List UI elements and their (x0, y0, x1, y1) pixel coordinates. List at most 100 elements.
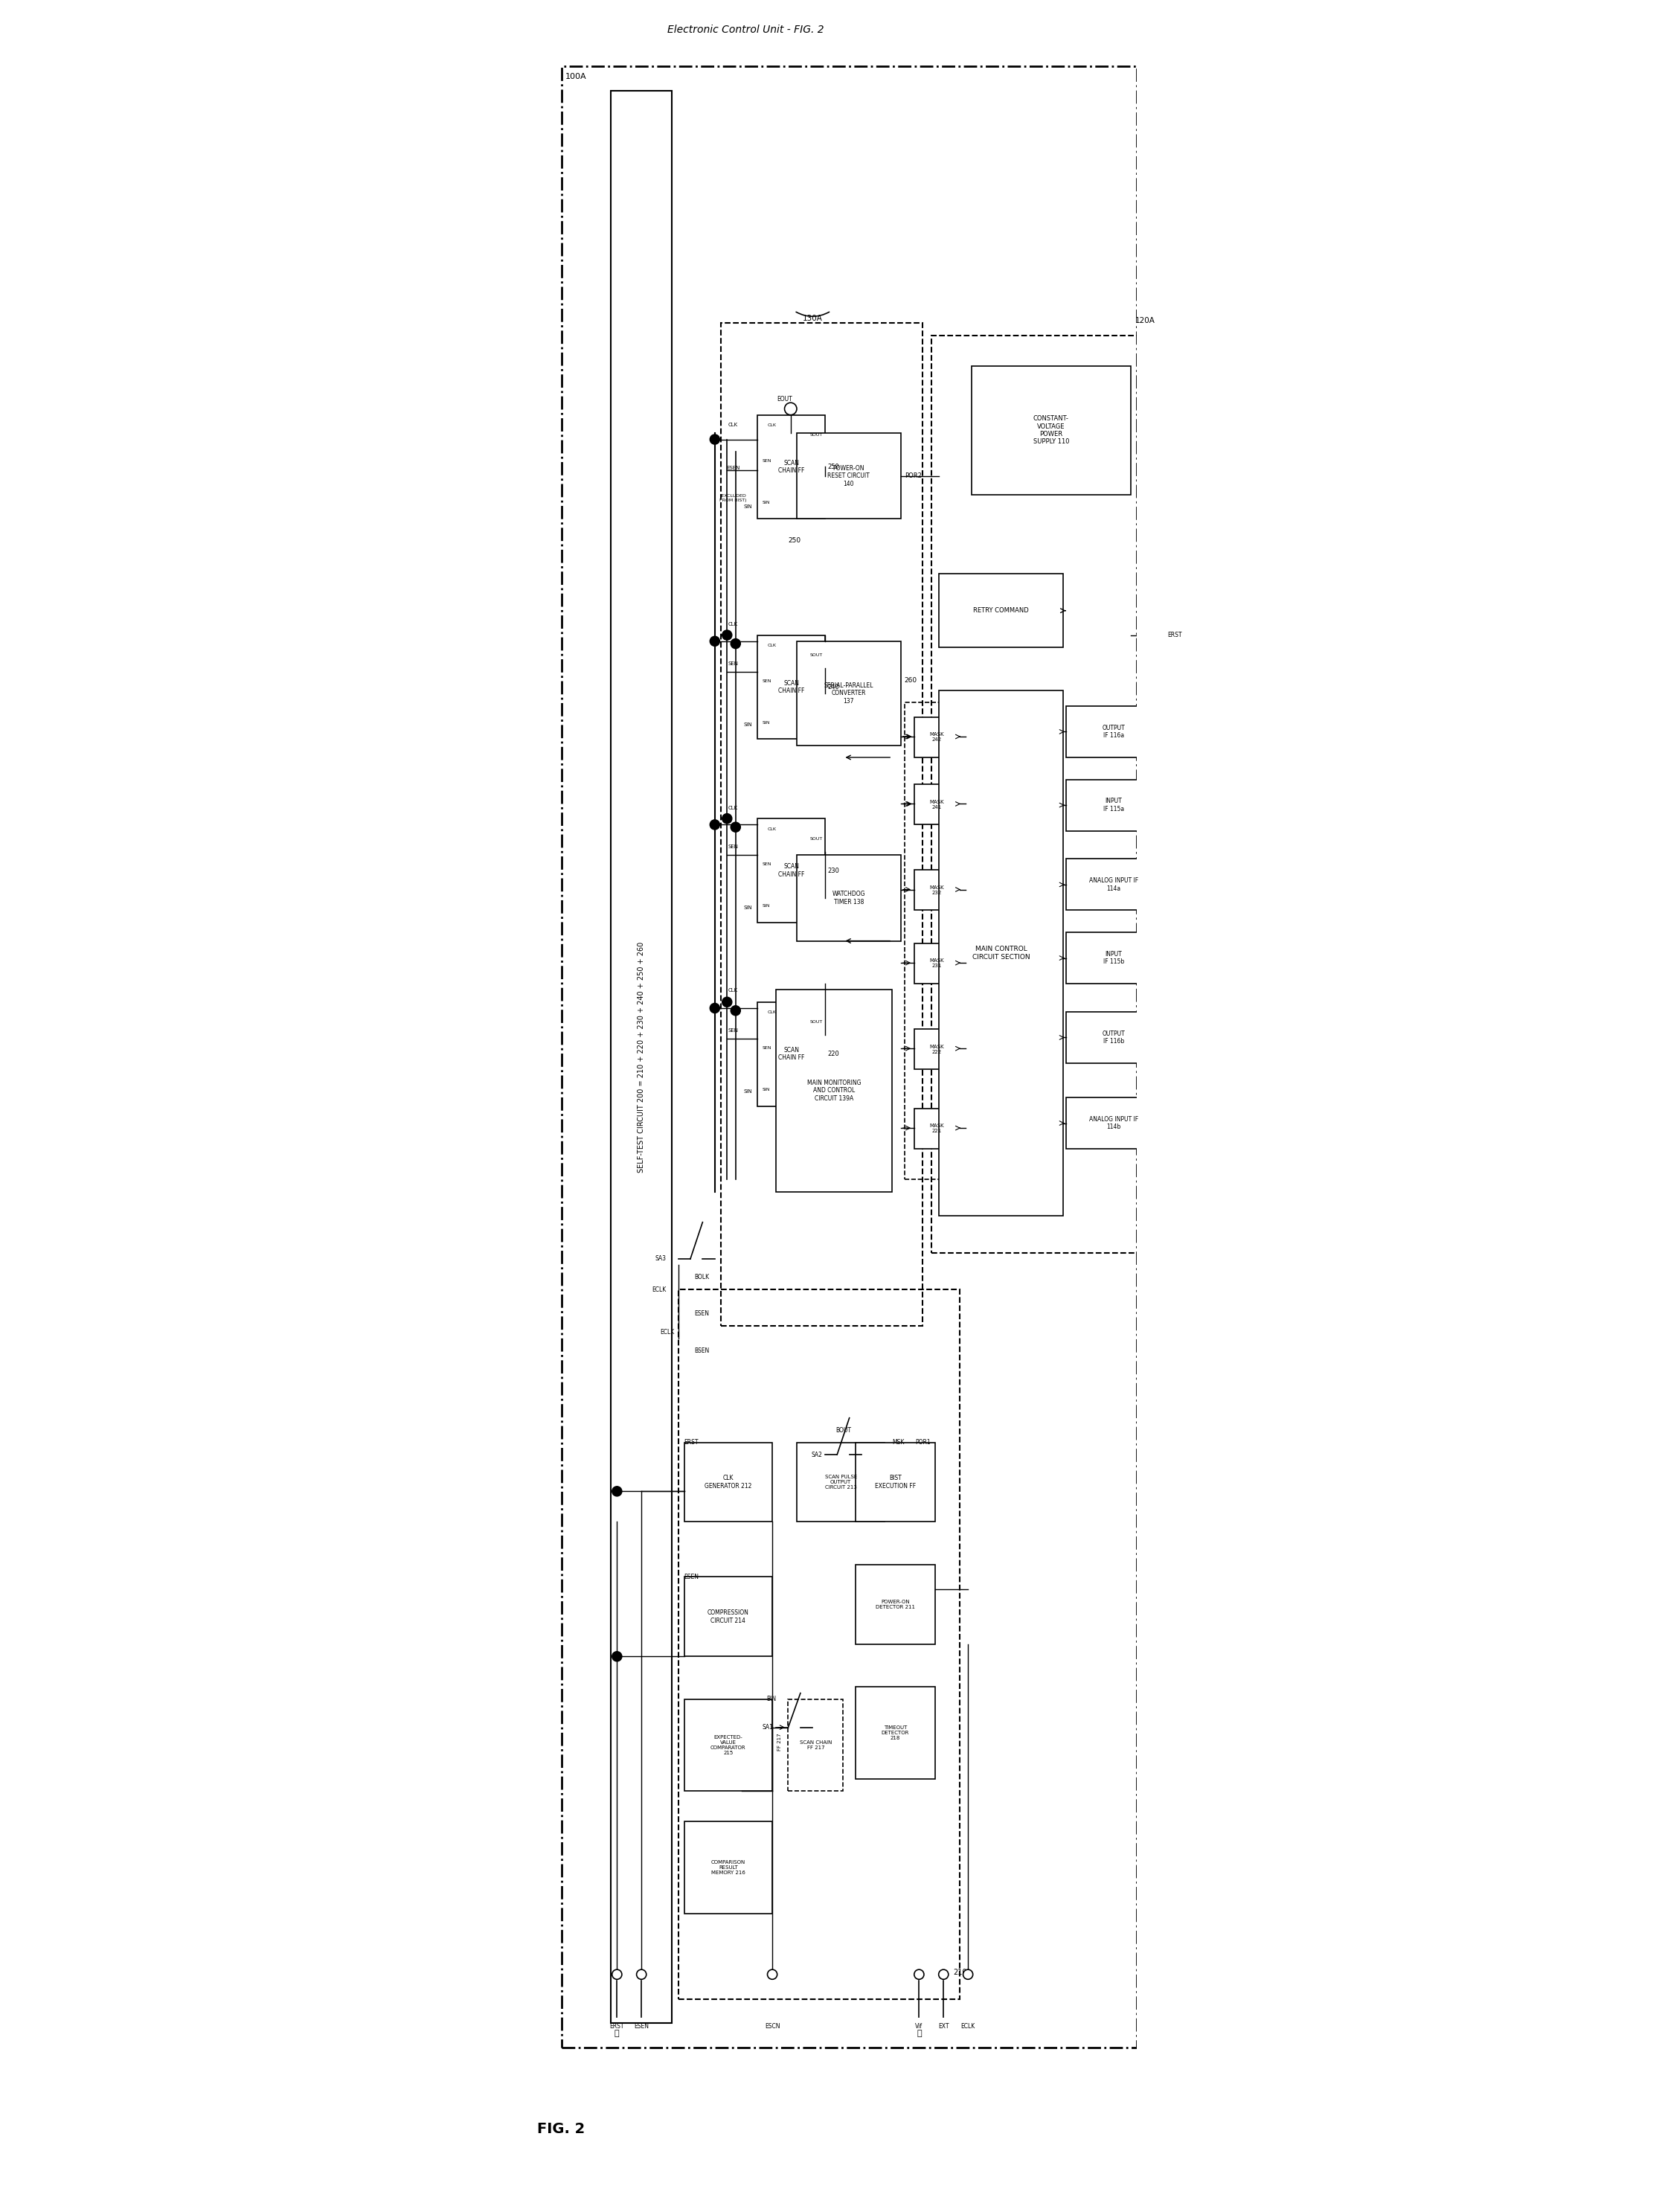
Text: SEN: SEN (763, 1046, 771, 1051)
Text: ESCN: ESCN (765, 2024, 779, 2031)
Text: SEN: SEN (763, 679, 771, 684)
Circle shape (612, 1969, 622, 1980)
FancyBboxPatch shape (796, 641, 901, 745)
Circle shape (723, 630, 731, 639)
Text: ANALOG INPUT IF
114a: ANALOG INPUT IF 114a (1089, 878, 1138, 891)
Bar (678, 1290, 959, 2000)
FancyBboxPatch shape (685, 1699, 773, 1792)
FancyBboxPatch shape (685, 1577, 773, 1657)
Text: SA1: SA1 (763, 1723, 773, 1730)
Circle shape (723, 814, 731, 823)
Bar (931, 336, 1170, 1252)
Text: ESEN: ESEN (726, 465, 740, 469)
FancyBboxPatch shape (796, 1442, 884, 1522)
Text: ERST: ERST (1167, 633, 1182, 639)
Circle shape (710, 434, 720, 445)
Text: MAIN MONITORING
AND CONTROL
CIRCUIT 139A: MAIN MONITORING AND CONTROL CIRCUIT 139A (808, 1079, 861, 1102)
Text: SIN: SIN (743, 504, 753, 509)
Text: COMPARISON
RESULT
MEMORY 216: COMPARISON RESULT MEMORY 216 (711, 1860, 746, 1876)
Circle shape (731, 639, 741, 648)
Text: ESEN: ESEN (633, 2024, 648, 2031)
Text: FIG. 2: FIG. 2 (537, 2121, 585, 2137)
Circle shape (914, 1969, 924, 1980)
Text: WATCHDOG
TIMER 138: WATCHDOG TIMER 138 (833, 891, 866, 905)
FancyBboxPatch shape (856, 1442, 936, 1522)
Text: ⏚: ⏚ (615, 2028, 620, 2037)
Text: SCAN
CHAIN FF: SCAN CHAIN FF (778, 679, 804, 695)
Text: MAIN CONTROL
CIRCUIT SECTION: MAIN CONTROL CIRCUIT SECTION (972, 947, 1030, 960)
Text: TIMEOUT
DETECTOR
218: TIMEOUT DETECTOR 218 (881, 1725, 909, 1741)
Text: SIN: SIN (763, 721, 770, 723)
Text: CLK: CLK (768, 422, 776, 427)
Text: CLK: CLK (768, 644, 776, 648)
FancyBboxPatch shape (914, 717, 959, 757)
Text: MSK: MSK (892, 1440, 904, 1447)
Text: OUTPUT
IF 116a: OUTPUT IF 116a (1102, 726, 1125, 739)
Bar (612, 91, 671, 2024)
Text: ANALOG INPUT IF
114b: ANALOG INPUT IF 114b (1089, 1115, 1138, 1130)
FancyBboxPatch shape (758, 818, 824, 922)
FancyBboxPatch shape (1065, 779, 1162, 832)
Text: SEN: SEN (728, 1029, 738, 1033)
Text: SEN: SEN (763, 863, 771, 867)
Text: SEN: SEN (728, 661, 738, 666)
Text: SOUT: SOUT (809, 653, 823, 657)
Text: SCAN CHAIN
FF 217: SCAN CHAIN FF 217 (799, 1741, 833, 1750)
FancyBboxPatch shape (1065, 706, 1162, 757)
Text: CLK: CLK (728, 622, 738, 626)
Text: MASK
242: MASK 242 (929, 732, 944, 741)
FancyBboxPatch shape (939, 690, 1064, 1217)
Text: Vif: Vif (916, 2024, 922, 2031)
Text: SIN: SIN (743, 723, 753, 728)
FancyBboxPatch shape (856, 1688, 936, 1778)
Text: POWER-ON
DETECTOR 211: POWER-ON DETECTOR 211 (876, 1599, 914, 1610)
Text: CLK: CLK (728, 989, 738, 993)
Text: SCAN PULSE
OUTPUT
CIRCUIT 213: SCAN PULSE OUTPUT CIRCUIT 213 (824, 1475, 858, 1489)
FancyBboxPatch shape (1065, 1011, 1162, 1064)
Text: MASK
221: MASK 221 (929, 1124, 944, 1133)
Text: FF 217: FF 217 (778, 1734, 781, 1752)
Text: Electronic Control Unit - FIG. 2: Electronic Control Unit - FIG. 2 (666, 24, 824, 35)
Text: SIN: SIN (743, 907, 753, 911)
Text: CLK: CLK (728, 805, 738, 810)
Text: 240: 240 (828, 684, 839, 690)
Text: 120A: 120A (1135, 316, 1155, 325)
Circle shape (637, 1969, 647, 1980)
Circle shape (723, 998, 731, 1006)
Text: SEN: SEN (728, 845, 738, 849)
Text: RETRY COMMAND: RETRY COMMAND (974, 608, 1029, 615)
FancyBboxPatch shape (685, 1820, 773, 1913)
Circle shape (939, 1969, 949, 1980)
FancyBboxPatch shape (914, 1108, 959, 1148)
Text: CONSTANT-
VOLTAGE
POWER
SUPPLY 110: CONSTANT- VOLTAGE POWER SUPPLY 110 (1034, 416, 1069, 445)
Text: EXT: EXT (937, 2024, 949, 2031)
Text: SERIAL-PARALLEL
CONVERTER
137: SERIAL-PARALLEL CONVERTER 137 (824, 681, 874, 703)
Text: SOUT: SOUT (809, 434, 823, 438)
Text: BOLK: BOLK (695, 1274, 710, 1281)
Text: SCAN
CHAIN FF: SCAN CHAIN FF (778, 863, 804, 878)
FancyBboxPatch shape (685, 1442, 773, 1522)
FancyBboxPatch shape (856, 1564, 936, 1644)
FancyBboxPatch shape (788, 1699, 843, 1792)
Circle shape (768, 1969, 778, 1980)
Text: SCAN
CHAIN FF: SCAN CHAIN FF (778, 460, 804, 473)
Text: 130A: 130A (803, 314, 823, 323)
Circle shape (612, 1652, 622, 1661)
Text: 260: 260 (904, 677, 917, 684)
Text: 230: 230 (828, 867, 839, 874)
FancyBboxPatch shape (914, 785, 959, 825)
Text: MASK
241: MASK 241 (929, 801, 944, 810)
FancyBboxPatch shape (1065, 931, 1162, 984)
FancyBboxPatch shape (914, 869, 959, 911)
Circle shape (731, 823, 741, 832)
Text: SIN: SIN (763, 905, 770, 907)
Text: SOUT: SOUT (809, 1020, 823, 1024)
FancyBboxPatch shape (758, 416, 824, 520)
Text: ECLK: ECLK (652, 1285, 666, 1292)
Text: POR1: POR1 (916, 1440, 931, 1447)
FancyBboxPatch shape (1065, 858, 1162, 911)
FancyBboxPatch shape (939, 573, 1064, 648)
Text: ERST: ERST (685, 1440, 698, 1447)
Text: SA3: SA3 (655, 1256, 666, 1263)
Text: BSEN: BSEN (695, 1347, 710, 1354)
